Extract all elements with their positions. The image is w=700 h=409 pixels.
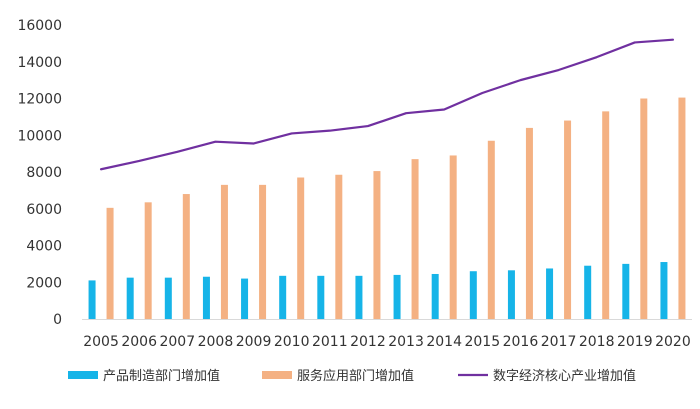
y-tick-label: 14000 — [17, 55, 62, 71]
x-tick-label: 2015 — [464, 334, 500, 350]
x-tick-label: 2019 — [617, 334, 653, 350]
x-tick-label: 2012 — [350, 334, 386, 350]
service-bar — [373, 171, 380, 319]
legend-label: 数字经济核心产业增加值 — [493, 368, 636, 384]
line-layer — [101, 40, 673, 170]
y-tick-label: 10000 — [17, 128, 62, 144]
x-tick-label: 2010 — [274, 334, 310, 350]
manufacturing-bar — [89, 280, 96, 319]
manufacturing-bar — [165, 278, 172, 319]
service-bar — [678, 98, 685, 319]
x-tick-label: 2006 — [121, 334, 157, 350]
x-tick-label: 2008 — [198, 334, 234, 350]
service-bar — [526, 128, 533, 319]
legend: 产品制造部门增加值 服务应用部门增加值 数字经济核心产业增加值 — [68, 368, 636, 384]
x-tick-label: 2018 — [579, 334, 615, 350]
service-bar — [640, 99, 647, 320]
service-bar — [488, 141, 495, 319]
manufacturing-bar — [508, 270, 515, 319]
service-bar — [297, 178, 304, 319]
manufacturing-bar — [241, 279, 248, 319]
x-tick-label: 2016 — [503, 334, 539, 350]
y-tick-label: 2000 — [26, 275, 62, 291]
manufacturing-bar — [546, 268, 553, 319]
y-tick-label: 6000 — [26, 202, 62, 218]
service-bar — [107, 208, 114, 319]
bars-layer — [89, 98, 686, 319]
core-industry-line — [101, 40, 673, 170]
x-tick-label: 2017 — [541, 334, 577, 350]
manufacturing-bar — [279, 276, 286, 319]
x-tick-label: 2013 — [388, 334, 424, 350]
manufacturing-bar — [622, 264, 629, 319]
manufacturing-bar — [317, 276, 324, 319]
manufacturing-bar — [355, 276, 362, 319]
x-tick-label: 2005 — [83, 334, 119, 350]
manufacturing-bar — [660, 262, 667, 319]
service-bar — [450, 155, 457, 319]
manufacturing-bar — [470, 271, 477, 319]
service-bar — [412, 159, 419, 319]
y-tick-label: 4000 — [26, 239, 62, 255]
service-bar — [602, 111, 609, 319]
x-tick-label: 2020 — [655, 334, 691, 350]
legend-label: 产品制造部门增加值 — [103, 368, 220, 384]
service-bar — [183, 194, 190, 319]
y-tick-label: 0 — [53, 312, 62, 328]
manufacturing-bar — [584, 266, 591, 319]
y-tick-label: 8000 — [26, 165, 62, 181]
x-tick-label: 2007 — [159, 334, 195, 350]
manufacturing-bar — [127, 278, 134, 319]
service-bar — [221, 185, 228, 319]
legend-swatch — [68, 371, 98, 379]
service-bar — [335, 175, 342, 319]
y-tick-label: 16000 — [17, 18, 62, 34]
manufacturing-bar — [203, 277, 210, 319]
service-bar — [259, 185, 266, 319]
manufacturing-bar — [394, 275, 401, 319]
manufacturing-bar — [432, 274, 439, 319]
x-tick-label: 2009 — [236, 334, 272, 350]
service-bar — [145, 202, 152, 319]
x-tick-label: 2011 — [312, 334, 348, 350]
y-tick-label: 12000 — [17, 92, 62, 108]
legend-swatch — [262, 371, 292, 379]
legend-label: 服务应用部门增加值 — [297, 368, 414, 384]
x-tick-label: 2014 — [426, 334, 462, 350]
service-bar — [564, 121, 571, 319]
